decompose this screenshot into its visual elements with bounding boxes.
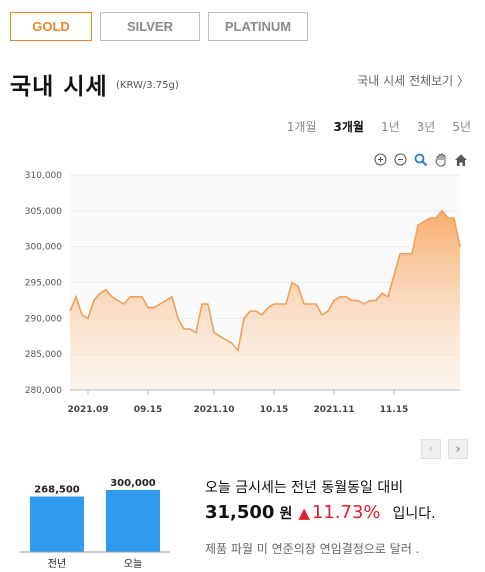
range-3-years[interactable]: 3년 bbox=[416, 120, 436, 134]
home-icon[interactable] bbox=[453, 152, 468, 167]
tab-silver[interactable]: SILVER bbox=[100, 12, 200, 41]
x-tick-label: 2021.10 bbox=[194, 405, 235, 415]
unit-label: (KRW/3.75g) bbox=[116, 80, 179, 91]
comparison-bar bbox=[30, 496, 84, 552]
price-chart: 310,000 305,000 300,000 295,000 290,000 285,0… bbox=[25, 171, 461, 415]
up-arrow-icon: ▲ bbox=[298, 504, 310, 522]
bar-value-label: 300,000 bbox=[110, 478, 156, 489]
x-tick-label: 2021.11 bbox=[314, 405, 355, 415]
view-all-link[interactable]: 국내 시세 전체보기 〉 bbox=[357, 74, 469, 88]
x-tick-label: 2021.09 bbox=[68, 405, 109, 415]
chart-toolbar bbox=[373, 152, 468, 167]
x-tick-label: 09.15 bbox=[134, 405, 162, 415]
metal-tabs: GOLD SILVER PLATINUM bbox=[10, 12, 308, 41]
bar-category-label: 전년 bbox=[48, 558, 66, 570]
chevron-right-icon: › bbox=[455, 441, 461, 457]
diff-value: 31,500 bbox=[205, 502, 275, 523]
price-line bbox=[69, 209, 461, 353]
y-tick-label: 280,000 bbox=[25, 386, 62, 396]
year-comparison-chart: 268,500 전년 300,000 오늘 bbox=[20, 478, 170, 570]
tab-gold[interactable]: GOLD bbox=[10, 12, 92, 41]
y-tick-label: 310,000 bbox=[25, 171, 62, 181]
range-1-month[interactable]: 1개월 bbox=[286, 120, 317, 134]
chart-next-button[interactable]: › bbox=[448, 439, 468, 459]
chart-prev-button[interactable]: ‹ bbox=[421, 439, 441, 459]
summary-intro: 오늘 금시세는 전년 동월동일 대비 bbox=[205, 480, 404, 496]
y-tick-label: 290,000 bbox=[25, 314, 62, 324]
zoom-out-icon[interactable] bbox=[393, 152, 408, 167]
range-selector: 1개월 3개월 1년 3년 5년 bbox=[287, 118, 471, 135]
comparison-bar bbox=[106, 490, 160, 552]
price-area bbox=[70, 210, 460, 390]
x-tick-label: 10.15 bbox=[260, 405, 288, 415]
page-title: 국내 시세 bbox=[10, 74, 108, 100]
zoom-in-icon[interactable] bbox=[373, 152, 388, 167]
bar-category-label: 오늘 bbox=[124, 558, 142, 570]
y-tick-label: 285,000 bbox=[25, 350, 62, 360]
currency-unit: 원 bbox=[279, 506, 293, 522]
magnify-icon[interactable] bbox=[413, 152, 428, 167]
summary-suffix: 입니다. bbox=[392, 506, 436, 522]
x-tick-label: 11.15 bbox=[380, 405, 408, 415]
y-tick-label: 305,000 bbox=[25, 207, 62, 217]
news-note[interactable]: 제품 파월 미 연준의장 연임결정으로 달러 . bbox=[205, 542, 420, 556]
range-1-year[interactable]: 1년 bbox=[380, 120, 400, 134]
tab-platinum[interactable]: PLATINUM bbox=[208, 12, 308, 41]
range-5-years[interactable]: 5년 bbox=[452, 120, 471, 134]
y-tick-label: 300,000 bbox=[25, 243, 62, 253]
range-3-months[interactable]: 3개월 bbox=[333, 120, 364, 134]
bar-value-label: 268,500 bbox=[34, 485, 80, 496]
diff-percent: 11.73% bbox=[311, 502, 381, 523]
chevron-left-icon: ‹ bbox=[428, 441, 434, 457]
summary-diff: 31,500 원 ▲ 11.73% 입니다. bbox=[205, 502, 436, 523]
y-tick-label: 295,000 bbox=[25, 279, 62, 289]
pan-hand-icon[interactable] bbox=[433, 152, 448, 167]
